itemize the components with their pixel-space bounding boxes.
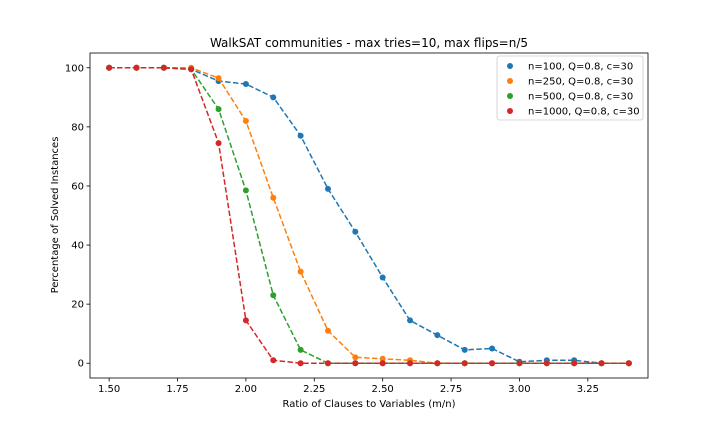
data-point (242, 117, 249, 124)
series-line (109, 67, 629, 364)
data-point (571, 360, 578, 367)
y-tick-label: 20 (71, 300, 84, 311)
data-point (324, 185, 331, 192)
legend-marker (507, 63, 513, 69)
data-point (188, 66, 195, 73)
x-tick-label: 2.25 (303, 384, 325, 395)
data-point (489, 345, 496, 352)
axes-frame (89, 52, 649, 379)
y-tick-label: 0 (78, 359, 84, 370)
x-tick-label: 2.00 (235, 384, 257, 395)
data-point (133, 64, 140, 71)
data-point (242, 317, 249, 324)
data-point (297, 268, 304, 275)
data-point (270, 194, 277, 201)
data-point (598, 360, 605, 367)
x-tick-label: 2.75 (440, 384, 462, 395)
data-point (352, 228, 359, 235)
series-line (109, 67, 629, 364)
legend-label: n=1000, Q=0.8, c=30 (528, 107, 640, 118)
data-point (379, 360, 386, 367)
y-tick-label: 40 (71, 241, 84, 252)
data-point (270, 94, 277, 101)
legend-box (496, 55, 644, 121)
series-4 (106, 64, 632, 367)
x-tick-label: 3.00 (508, 384, 530, 395)
data-point (407, 360, 414, 367)
plot-area: 1.50 1.75 2.00 2.25 2.50 2.75 3.00 3.25 0 20 40 60 8… (65, 52, 649, 395)
data-point (242, 187, 249, 194)
legend-marker (507, 93, 513, 99)
x-tick-label: 3.25 (577, 384, 599, 395)
y-axis-label: Percentage of Solved Instances (50, 137, 61, 294)
legend-label: n=500, Q=0.8, c=30 (528, 92, 633, 103)
data-point (270, 357, 277, 364)
data-point (407, 317, 414, 324)
data-point (215, 140, 222, 147)
data-point (434, 360, 441, 367)
data-point (379, 274, 386, 281)
series-line (109, 67, 629, 364)
data-point (215, 106, 222, 113)
legend-label: n=100, Q=0.8, c=30 (528, 62, 633, 73)
data-point (297, 132, 304, 139)
data-point (270, 292, 277, 299)
data-point (434, 332, 441, 339)
data-point (461, 360, 468, 367)
data-point (352, 360, 359, 367)
chart-title: WalkSAT communities - max tries=10, max … (210, 36, 528, 50)
legend-label: n=250, Q=0.8, c=30 (528, 77, 633, 88)
y-tick-label: 80 (71, 122, 84, 133)
x-tick-label: 1.75 (166, 384, 188, 395)
data-point (324, 327, 331, 334)
data-point (543, 360, 550, 367)
x-tick-label: 1.50 (98, 384, 120, 395)
data-point (625, 360, 632, 367)
data-point (489, 360, 496, 367)
data-point (215, 75, 222, 82)
x-axis-label: Ratio of Clauses to Variables (m/n) (283, 399, 456, 410)
data-point (516, 360, 523, 367)
data-point (461, 346, 468, 353)
data-point (324, 360, 331, 367)
data-point (242, 81, 249, 88)
legend-marker (507, 108, 513, 114)
data-point (379, 355, 386, 362)
legend-marker (507, 78, 513, 84)
legend: n=100, Q=0.8, c=30 n=250, Q=0.8, c=30 n=50… (496, 55, 644, 121)
x-tick-label: 2.50 (372, 384, 394, 395)
y-tick-label: 60 (71, 181, 84, 192)
data-point (352, 354, 359, 361)
y-tick-label: 100 (65, 63, 84, 74)
data-point (297, 360, 304, 367)
data-point (297, 346, 304, 353)
data-point (160, 64, 167, 71)
data-point (106, 64, 113, 71)
